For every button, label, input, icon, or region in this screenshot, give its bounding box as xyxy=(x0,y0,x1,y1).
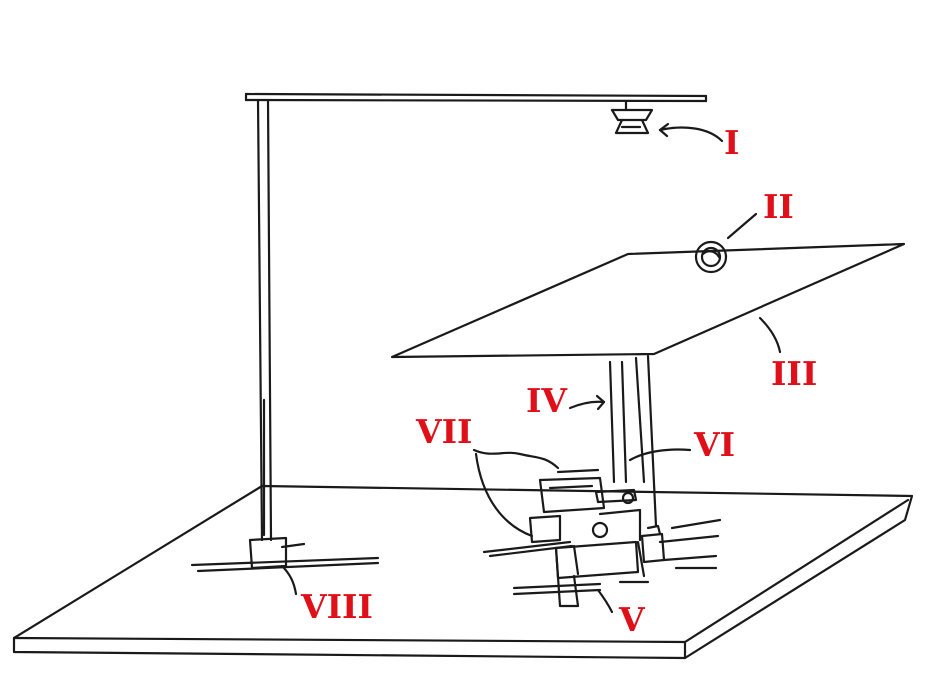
label-I: I xyxy=(724,123,740,162)
overhead-stand xyxy=(190,92,708,573)
label-V: V xyxy=(619,600,645,639)
label-VI: VI xyxy=(694,425,736,464)
ball xyxy=(694,240,728,274)
support-post xyxy=(608,354,658,528)
control-mechanism xyxy=(482,468,722,608)
label-VII: VII xyxy=(416,412,473,451)
base-board xyxy=(12,484,914,660)
lamp xyxy=(610,99,654,135)
label-arrows xyxy=(280,122,782,614)
label-VIII: VIII xyxy=(301,587,373,626)
label-IV: IV xyxy=(526,381,568,420)
label-III: III xyxy=(771,354,818,393)
tilting-plate xyxy=(390,242,906,359)
label-II: II xyxy=(763,187,794,226)
